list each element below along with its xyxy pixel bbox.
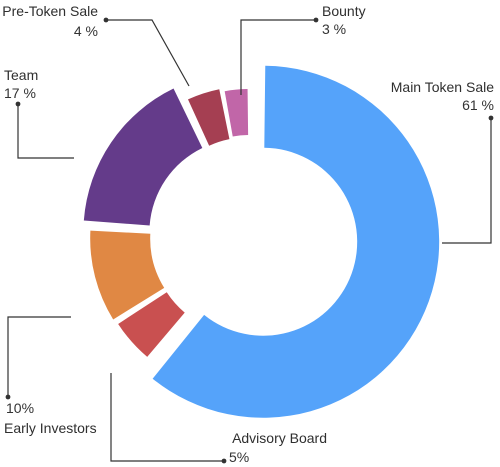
donut-slices <box>83 65 440 418</box>
leader-line-pre-token-sale <box>106 19 190 87</box>
slice-label-team: Team <box>4 67 38 83</box>
leader-dot-team <box>15 101 21 107</box>
label-main-token-sale: Main Token Sale 61 % <box>391 79 494 113</box>
leader-lines <box>5 17 494 464</box>
slice-value-bounty: 3 % <box>322 21 346 37</box>
slice-label-bounty: Bounty <box>322 3 366 19</box>
leader-line-main-token-sale <box>442 118 492 244</box>
leader-dot-bounty <box>313 17 319 23</box>
leader-line-bounty <box>240 19 316 95</box>
slice-value-main-token-sale: 61 % <box>462 97 494 113</box>
slice-pre-token-sale <box>187 89 230 146</box>
leader-line-early-investors <box>7 316 71 397</box>
slice-value-advisory-board: 5% <box>229 449 249 465</box>
leader-dot-early-investors <box>5 394 11 400</box>
label-early-investors: 10% Early Investors <box>4 400 97 436</box>
slice-early-investors <box>90 230 165 320</box>
slice-label-main-token-sale: Main Token Sale <box>391 79 494 95</box>
slice-label-early-investors: Early Investors <box>4 420 97 436</box>
label-advisory-board: Advisory Board 5% <box>229 430 327 465</box>
leader-dot-main-token-sale <box>488 115 494 121</box>
slice-value-early-investors: 10% <box>6 400 34 416</box>
slice-team <box>83 88 203 226</box>
label-team: Team 17 % <box>4 67 38 101</box>
slice-value-team: 17 % <box>4 85 36 101</box>
slice-value-pre-token-sale: 4 % <box>74 23 98 39</box>
slice-label-pre-token-sale: Pre-Token Sale <box>2 3 98 19</box>
slice-bounty <box>224 89 249 137</box>
slice-label-advisory-board: Advisory Board <box>232 430 327 446</box>
leader-dot-pre-token-sale <box>103 17 109 23</box>
label-pre-token-sale: Pre-Token Sale 4 % <box>2 3 98 39</box>
label-bounty: Bounty 3 % <box>322 3 366 37</box>
leader-line-advisory-board <box>110 373 224 462</box>
leader-dot-advisory-board <box>221 458 227 464</box>
slice-advisory-board <box>118 292 185 357</box>
slice-main-token-sale <box>152 65 440 418</box>
leader-line-team <box>17 104 74 159</box>
